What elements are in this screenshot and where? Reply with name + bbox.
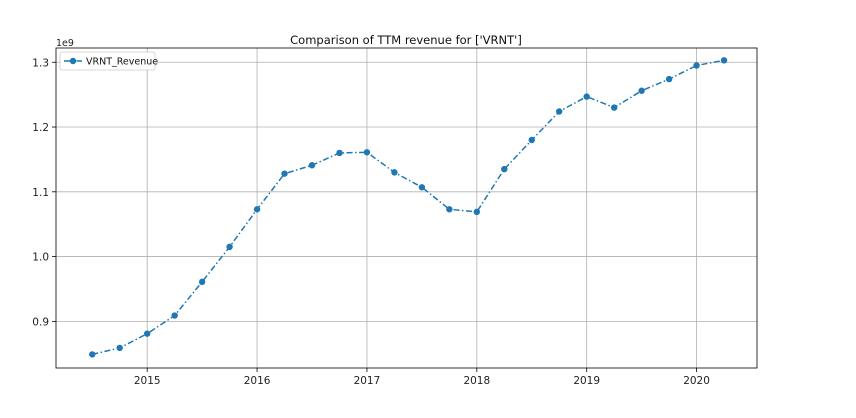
x-tick-label: 2017 bbox=[354, 375, 381, 387]
y-tick-label: 0.9 bbox=[32, 316, 49, 328]
data-point bbox=[198, 278, 206, 286]
data-point bbox=[418, 184, 426, 191]
x-tick-label: 2018 bbox=[463, 375, 490, 387]
plot-area bbox=[55, 47, 758, 369]
data-point bbox=[89, 351, 96, 358]
grid-lines bbox=[56, 48, 757, 368]
x-tick-label: 2016 bbox=[244, 375, 271, 387]
data-point bbox=[391, 169, 398, 176]
data-point bbox=[226, 243, 233, 251]
data-point bbox=[281, 170, 288, 177]
legend-label: VRNT_Revenue bbox=[86, 57, 158, 68]
y-tick-label: 1.2 bbox=[32, 122, 49, 134]
data-point bbox=[610, 104, 618, 111]
data-point bbox=[473, 208, 481, 216]
legend-box bbox=[59, 51, 156, 71]
data-point bbox=[720, 57, 728, 64]
y-tick-label: 1.1 bbox=[32, 187, 49, 199]
data-point bbox=[501, 165, 508, 173]
y-tick-label: 1.3 bbox=[32, 57, 49, 69]
legend: VRNT_Revenue bbox=[59, 51, 158, 71]
y-axis-offset-label: 1e9 bbox=[56, 38, 74, 49]
series-line bbox=[92, 59, 725, 356]
data-point bbox=[171, 312, 178, 319]
data-point bbox=[693, 62, 700, 69]
x-tick-label: 2020 bbox=[683, 375, 710, 387]
data-point bbox=[308, 162, 316, 169]
data-point bbox=[143, 330, 151, 337]
series-layer bbox=[89, 57, 728, 358]
chart-title: Comparison of TTM revenue for ['VRNT'] bbox=[290, 33, 522, 47]
data-point bbox=[446, 206, 453, 213]
x-tick-label: 2019 bbox=[573, 375, 600, 387]
data-point bbox=[665, 75, 673, 83]
legend-marker bbox=[69, 57, 77, 65]
data-point bbox=[638, 87, 645, 94]
data-point bbox=[336, 149, 343, 157]
data-point bbox=[253, 206, 261, 213]
data-point bbox=[116, 344, 123, 352]
data-point bbox=[556, 108, 563, 115]
data-point bbox=[528, 136, 535, 144]
axis-ticks: 2015 2016 2017 2018 2019 2020 0.9 1.0 1.1 1.2 1.3 bbox=[32, 57, 710, 387]
data-point bbox=[363, 149, 371, 156]
data-point bbox=[583, 93, 590, 100]
x-tick-label: 2015 bbox=[134, 375, 161, 387]
y-tick-label: 1.0 bbox=[32, 252, 49, 264]
